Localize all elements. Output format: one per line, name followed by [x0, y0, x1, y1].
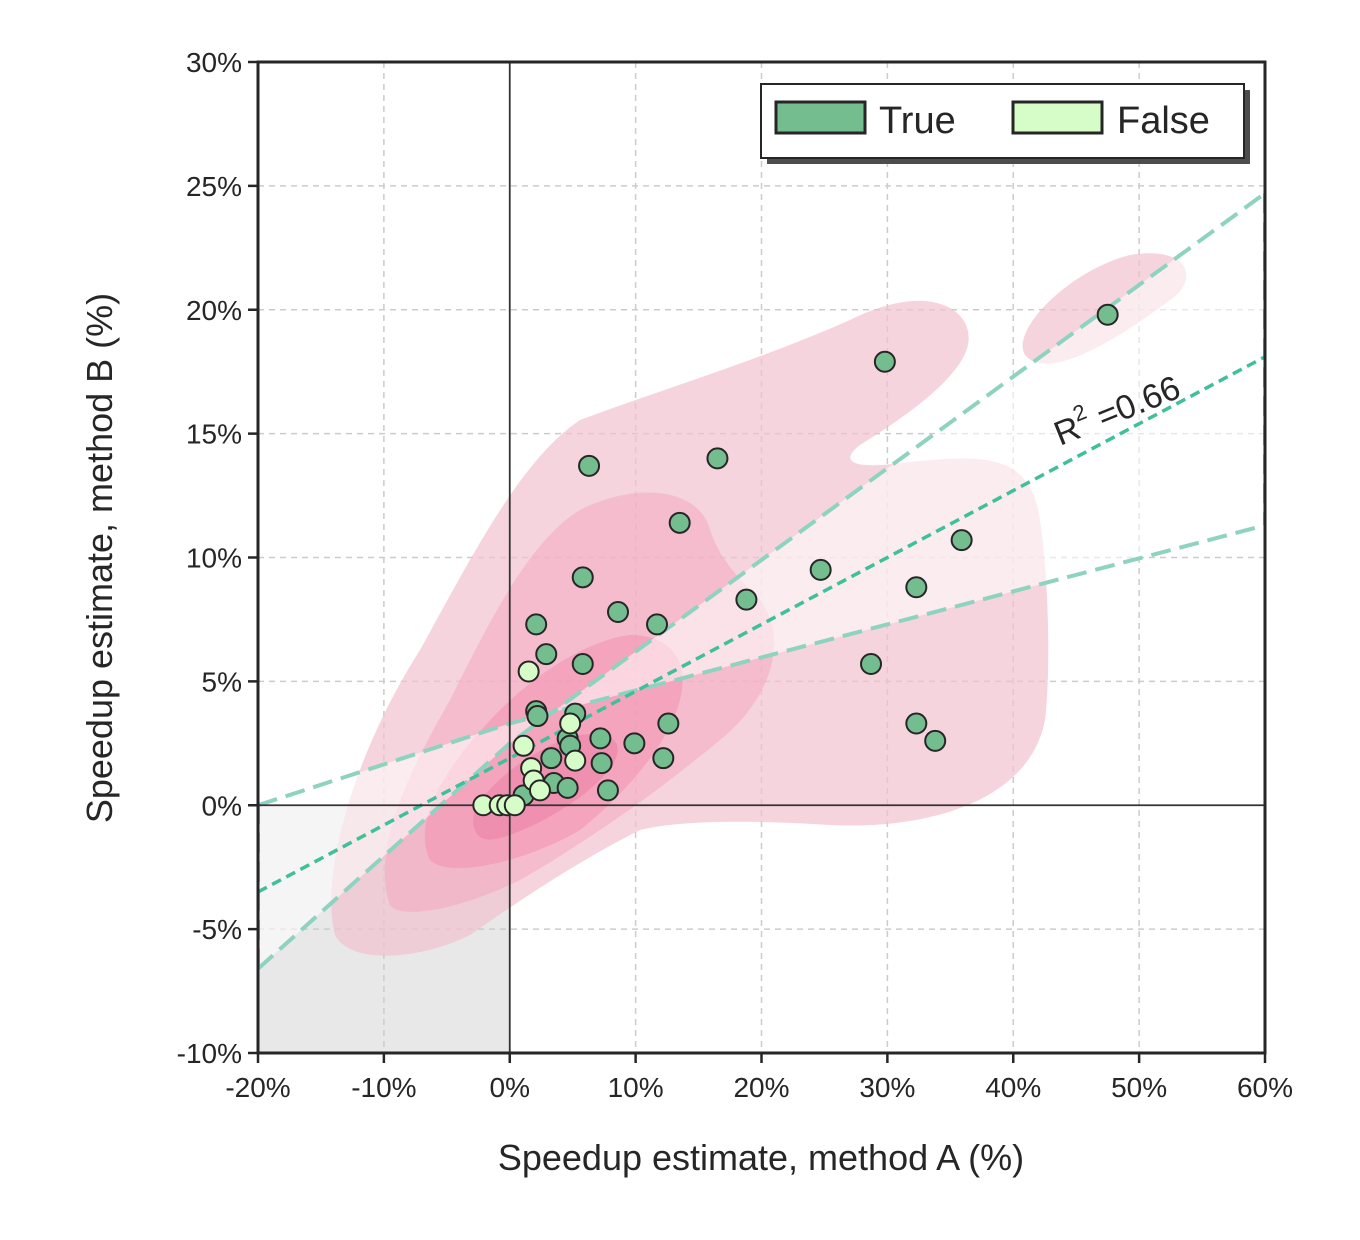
- data-point-false: [564, 749, 587, 772]
- data-point-true: [706, 447, 729, 470]
- confidence-band: [258, 193, 1265, 969]
- y-tick-label: 10%: [186, 543, 242, 574]
- data-point-true: [571, 566, 594, 589]
- legend: True False: [760, 83, 1250, 164]
- x-tick-label: 60%: [1237, 1072, 1293, 1103]
- y-tick-label: 5%: [202, 666, 242, 697]
- data-point-true: [556, 776, 579, 799]
- y-tick-label: -5%: [192, 914, 242, 945]
- data-point-true: [646, 613, 669, 636]
- legend-label-true: True: [879, 100, 956, 142]
- y-tick-label: 20%: [186, 295, 242, 326]
- legend-swatch-true: [774, 100, 867, 135]
- y-tick-label: 15%: [186, 419, 242, 450]
- data-point-true: [873, 350, 896, 373]
- data-point-true: [905, 712, 928, 735]
- y-tick-label: 0%: [202, 790, 242, 821]
- data-point-false: [512, 734, 535, 757]
- x-tick-label: -10%: [351, 1072, 416, 1103]
- data-point-true: [657, 712, 680, 735]
- data-point-true: [905, 576, 928, 599]
- scatter-points: [472, 303, 1119, 817]
- data-point-false: [503, 794, 526, 817]
- x-axis-label: Speedup estimate, method A (%): [498, 1137, 1024, 1178]
- data-point-false: [517, 660, 540, 683]
- y-axis-ticks: -10% -5% 0% 5% 10% 15% 20% 25% 30%: [177, 47, 258, 1069]
- data-point-true: [809, 558, 832, 581]
- data-point-true: [652, 747, 675, 770]
- data-point-true: [571, 653, 594, 676]
- x-tick-label: 0%: [490, 1072, 530, 1103]
- x-tick-label: -20%: [225, 1072, 290, 1103]
- data-point-true: [540, 747, 563, 770]
- data-point-true: [924, 729, 947, 752]
- data-point-true: [607, 601, 630, 624]
- data-point-true: [525, 613, 548, 636]
- data-point-true: [950, 529, 973, 552]
- y-tick-label: -10%: [177, 1038, 242, 1069]
- x-axis-ticks: -20% -10% 0% 10% 20% 30% 40% 50% 60%: [225, 1053, 1293, 1103]
- data-point-true: [735, 588, 758, 611]
- x-tick-label: 50%: [1111, 1072, 1167, 1103]
- data-point-true: [1096, 303, 1119, 326]
- y-tick-label: 25%: [186, 171, 242, 202]
- data-point-true: [860, 653, 883, 676]
- x-tick-label: 30%: [859, 1072, 915, 1103]
- data-point-true: [623, 732, 646, 755]
- data-point-true: [535, 643, 558, 666]
- data-point-true: [668, 511, 691, 534]
- x-tick-label: 40%: [985, 1072, 1041, 1103]
- y-axis-label: Speedup estimate, method B (%): [79, 293, 120, 823]
- legend-label-false: False: [1117, 100, 1210, 142]
- data-point-true: [578, 454, 601, 477]
- data-point-false: [559, 712, 582, 735]
- data-point-true: [589, 727, 612, 750]
- data-point-true: [590, 752, 613, 775]
- x-tick-label: 20%: [733, 1072, 789, 1103]
- legend-swatch-false: [1011, 100, 1104, 135]
- regression-line: [258, 355, 1265, 894]
- x-tick-label: 10%: [608, 1072, 664, 1103]
- data-point-false: [528, 779, 551, 802]
- data-point-true: [596, 779, 619, 802]
- data-point-true: [526, 705, 549, 728]
- y-tick-label: 30%: [186, 47, 242, 78]
